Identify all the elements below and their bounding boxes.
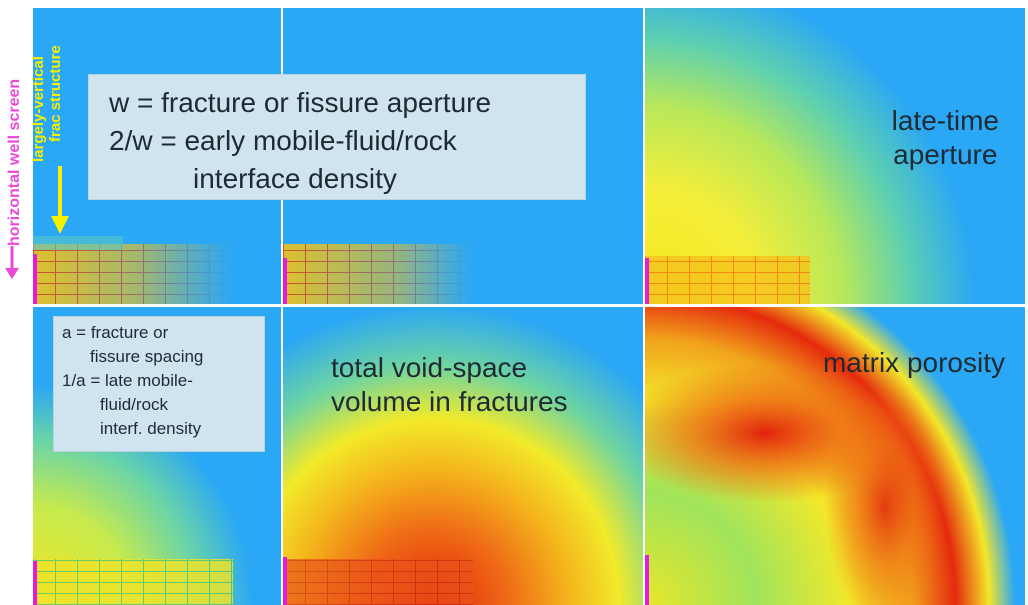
frac-structure-label-line2: frac structure: [47, 45, 64, 142]
well-screen-arrow: [5, 246, 19, 279]
well-screen-label: horizontal well screen: [6, 78, 23, 246]
panel-title-void-volume: total void-space volume in fractures: [331, 352, 568, 417]
well-screen-bar: [33, 561, 37, 605]
well-screen-bar: [283, 258, 287, 304]
legend-spacing-line2: fissure spacing: [90, 347, 204, 366]
well-screen-bar: [283, 557, 287, 605]
legend-spacing-line4: fluid/rock: [100, 395, 169, 414]
legend-spacing: a = fracture or fissure spacing 1/a = la…: [53, 316, 265, 452]
legend-aperture-line1: w = fracture or fissure aperture: [109, 87, 492, 118]
legend-aperture: w = fracture or fissure aperture 2/w = e…: [88, 74, 586, 200]
panel-title-late-aperture: late-time aperture: [891, 105, 999, 170]
panel-matrix-porosity: matrix porosity: [645, 307, 1025, 605]
legend-spacing-line3: 1/a = late mobile-: [62, 371, 193, 390]
well-screen-bar: [33, 254, 37, 304]
well-screen-bar: [645, 555, 649, 605]
panel-title-matrix-porosity: matrix porosity: [822, 347, 1005, 378]
panel-late-aperture: late-time aperture: [645, 8, 1025, 304]
legend-spacing-line1: a = fracture or: [62, 323, 169, 342]
legend-spacing-line5: interf. density: [100, 419, 202, 438]
panel-void-volume: total void-space volume in fractures: [283, 307, 643, 605]
frac-structure-arrow: [51, 166, 69, 234]
well-screen-bar: [645, 258, 649, 304]
frac-structure-label-line1: largely-vertical: [30, 56, 47, 162]
legend-aperture-line3: interface density: [193, 163, 397, 194]
legend-aperture-line2: 2/w = early mobile-fluid/rock: [109, 125, 457, 156]
